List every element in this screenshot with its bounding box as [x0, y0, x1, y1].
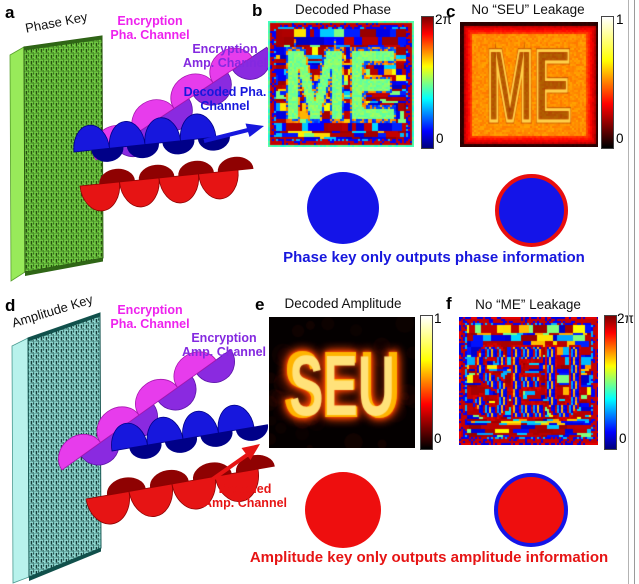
decoded-amplitude-channel-label: Decoded Amp. Channel	[202, 482, 288, 510]
panel-f-colorbar-max: 2π	[617, 311, 634, 326]
figure-right-edge-line	[628, 0, 629, 584]
light-helices	[58, 46, 275, 525]
amplitude-only-circle	[305, 472, 381, 548]
panel-e-colorbar-min: 0	[434, 431, 442, 446]
panel-d-label: d	[5, 296, 16, 315]
no-seu-leakage-heatmap	[460, 22, 598, 147]
panel-b-colorbar	[421, 16, 434, 149]
panel-b-colorbar-max: 2π	[435, 12, 452, 27]
encryption-amplitude-channel-label-a: Encryption Amp. Channel	[183, 42, 268, 70]
panel-e-label: e	[255, 295, 265, 314]
panel-c-colorbar	[601, 16, 614, 149]
decoded-amplitude-arrow	[208, 444, 260, 483]
panel-f-colorbar-min: 0	[619, 431, 627, 446]
encryption-amplitude-channel-label-d: Encryption Amp. Channel	[181, 331, 267, 359]
panel-c-colorbar-max: 1	[616, 12, 624, 27]
panel-b-title: Decoded Phase	[294, 2, 392, 17]
panel-e-title: Decoded Amplitude	[284, 296, 402, 311]
panel-b-colorbar-min: 0	[436, 131, 444, 146]
phase-circle-red-outline	[495, 174, 568, 247]
panel-f-colorbar	[604, 315, 617, 450]
phase-only-circle	[307, 172, 379, 244]
decoded-phase-arrow	[203, 123, 264, 143]
no-me-leakage-heatmap	[459, 317, 598, 445]
encryption-phase-channel-label-d: Encryption Pha. Channel	[110, 303, 190, 331]
panel-f-title: No “ME” Leakage	[475, 297, 581, 312]
panel-c-colorbar-min: 0	[616, 131, 624, 146]
decoded-amplitude-heatmap	[269, 317, 415, 448]
encryption-phase-channel-label-a: Encryption Pha. Channel	[110, 14, 190, 42]
amplitude-circle-blue-outline	[494, 473, 568, 547]
decoded-phase-heatmap	[268, 21, 414, 147]
figure-right-edge-line-2	[634, 0, 635, 584]
phase-key-slab	[9, 35, 104, 282]
phase-caption: Phase key only outputs phase information	[283, 249, 585, 266]
decoded-phase-channel-label: Decoded Pha. Channel	[183, 85, 267, 113]
panel-f-label: f	[446, 294, 452, 313]
panel-c-title: No “SEU” Leakage	[471, 2, 585, 17]
panel-c-label: c	[446, 2, 456, 21]
panel-e-colorbar-max: 1	[434, 311, 442, 326]
panel-b-label: b	[252, 1, 263, 20]
amplitude-caption: Amplitude key only outputs amplitude inf…	[249, 549, 609, 566]
panel-e-colorbar	[420, 315, 433, 450]
panel-a-label: a	[5, 3, 15, 22]
